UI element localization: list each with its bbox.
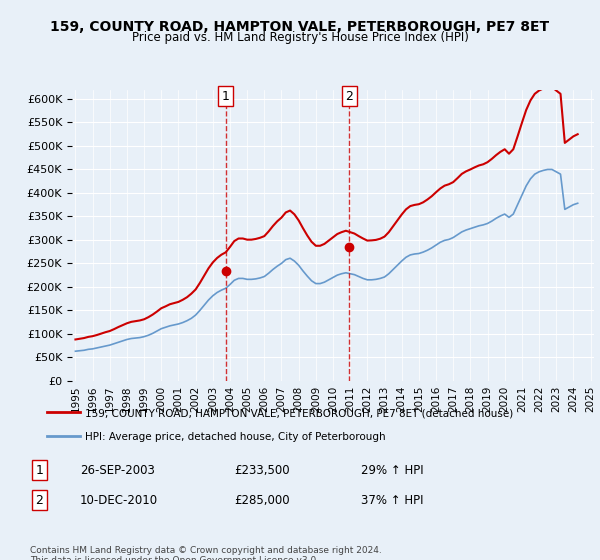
Text: £233,500: £233,500 xyxy=(234,464,290,477)
Text: 29% ↑ HPI: 29% ↑ HPI xyxy=(361,464,424,477)
Text: 1: 1 xyxy=(221,90,229,102)
Text: 10-DEC-2010: 10-DEC-2010 xyxy=(80,494,158,507)
Text: Price paid vs. HM Land Registry's House Price Index (HPI): Price paid vs. HM Land Registry's House … xyxy=(131,31,469,44)
Text: HPI: Average price, detached house, City of Peterborough: HPI: Average price, detached house, City… xyxy=(85,432,386,442)
Text: 2: 2 xyxy=(346,90,353,102)
Text: 2: 2 xyxy=(35,494,43,507)
Text: £285,000: £285,000 xyxy=(234,494,290,507)
Text: Contains HM Land Registry data © Crown copyright and database right 2024.
This d: Contains HM Land Registry data © Crown c… xyxy=(30,546,382,560)
Text: 159, COUNTY ROAD, HAMPTON VALE, PETERBOROUGH, PE7 8ET (detached house): 159, COUNTY ROAD, HAMPTON VALE, PETERBOR… xyxy=(85,409,514,418)
Text: 26-SEP-2003: 26-SEP-2003 xyxy=(80,464,155,477)
Text: 159, COUNTY ROAD, HAMPTON VALE, PETERBOROUGH, PE7 8ET: 159, COUNTY ROAD, HAMPTON VALE, PETERBOR… xyxy=(50,20,550,34)
Text: 1: 1 xyxy=(35,464,43,477)
Text: 37% ↑ HPI: 37% ↑ HPI xyxy=(361,494,424,507)
